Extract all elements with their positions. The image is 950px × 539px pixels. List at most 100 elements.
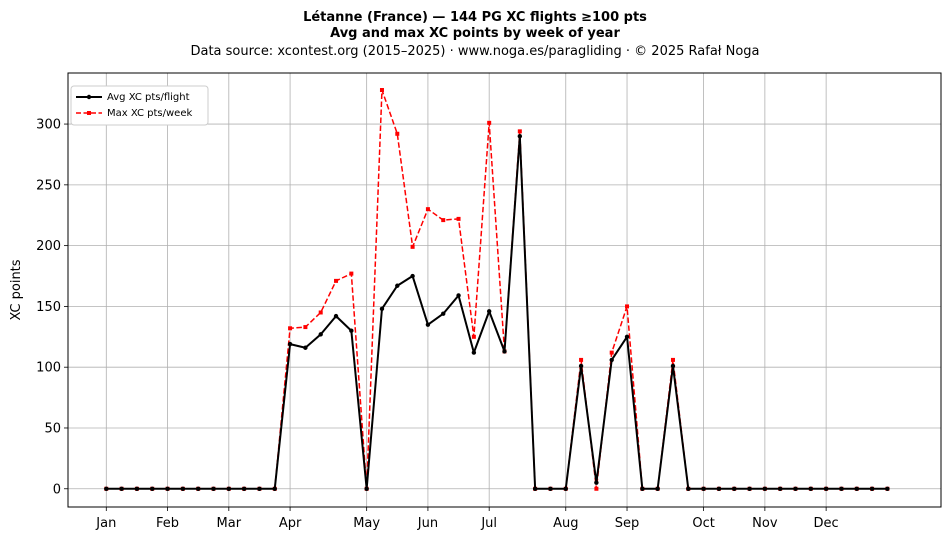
avg-series-point [257, 486, 262, 491]
avg-series-point [195, 486, 201, 491]
avg-series-point [594, 480, 599, 485]
y-tick-label: 50 [44, 421, 61, 436]
grid [68, 73, 941, 507]
y-tick-label: 250 [36, 178, 61, 193]
avg-series-point [686, 486, 691, 491]
avg-series-point [762, 486, 768, 491]
avg-series-point [777, 486, 783, 491]
avg-series-point [701, 486, 706, 491]
max-series-point [594, 486, 599, 491]
avg-series-point [104, 486, 109, 491]
avg-series-point [808, 486, 814, 491]
avg-series-point [165, 486, 170, 491]
x-tick-label: May [353, 516, 380, 531]
max-series-point [303, 325, 308, 330]
max-series-point [456, 216, 461, 221]
avg-series-point [180, 486, 186, 491]
y-tick-label: 300 [36, 118, 61, 133]
avg-series-point [548, 486, 553, 491]
x-tick-label: Feb [156, 516, 179, 531]
x-tick-label: Jan [95, 516, 116, 531]
avg-series-point [425, 322, 431, 327]
legend: Avg XC pts/flight Max XC pts/week [70, 85, 209, 126]
avg-series-point [318, 332, 323, 337]
avg-series-point [578, 363, 584, 369]
x-tick-label: Jul [480, 516, 497, 531]
avg-series-point [349, 328, 354, 333]
avg-series-point [854, 486, 859, 491]
max-series-point [487, 120, 492, 125]
avg-series-point [226, 486, 232, 491]
max-series-point [410, 244, 415, 249]
series-layer [104, 88, 890, 491]
avg-series-point [563, 486, 568, 491]
y-axis: 0 50 100 150 200 250 300 [36, 118, 68, 497]
avg-series-point [885, 486, 890, 491]
legend-max-marker [87, 111, 91, 115]
legend-avg-label: Avg XC pts/flight [107, 92, 190, 103]
plot-frame [67, 72, 942, 508]
y-axis-label: XC points [9, 259, 24, 320]
chart-subtitle: Avg and max XC points by week of year [330, 26, 620, 41]
x-tick-label: Sep [615, 516, 640, 531]
x-tick-label: Jun [417, 516, 438, 531]
y-tick-label: 100 [36, 361, 61, 376]
avg-series-point [747, 486, 752, 491]
max-series-point [334, 278, 339, 283]
x-tick-label: Oct [692, 516, 714, 531]
avg-series-point [364, 486, 369, 491]
avg-series-point [333, 313, 339, 319]
max-series-point [288, 326, 293, 331]
x-tick-label: Apr [279, 516, 302, 531]
y-tick-label: 150 [36, 300, 61, 315]
avg-series-point [211, 486, 216, 491]
x-tick-label: Dec [814, 516, 839, 531]
avg-series-point [655, 486, 660, 491]
max-series-point [425, 207, 430, 212]
avg-series-point [150, 486, 155, 491]
chart-title: Létanne (France) — 144 PG XC flights ≥10… [303, 10, 647, 25]
y-tick-label: 200 [36, 239, 61, 254]
avg-series-point [532, 486, 538, 491]
legend-max-label: Max XC pts/week [107, 108, 192, 119]
avg-series-point [640, 486, 645, 491]
avg-series-point [609, 357, 614, 363]
avg-series-point [716, 486, 722, 491]
avg-series-point [287, 341, 293, 347]
avg-series-point [624, 334, 630, 340]
avg-series-point [119, 486, 124, 491]
max-series-point [471, 334, 476, 339]
avg-series-point [839, 486, 844, 491]
chart-source-line: Data source: xcontest.org (2015–2025) · … [190, 44, 759, 59]
avg-series-point [823, 486, 829, 491]
avg-series-point [670, 363, 676, 369]
avg-series-point [456, 293, 461, 298]
max-series-point [349, 271, 354, 276]
avg-series-point [379, 306, 385, 312]
max-series-point [517, 129, 522, 134]
avg-series-point [241, 486, 247, 491]
avg-series-point [410, 273, 415, 279]
avg-series-point [517, 134, 523, 139]
avg-series-point [395, 283, 400, 288]
avg-series-point [486, 309, 492, 314]
avg-series-point [732, 486, 737, 491]
avg-series-point [471, 350, 477, 355]
x-tick-label: Mar [217, 516, 242, 531]
max-series-point [609, 350, 614, 355]
avg-series-point [303, 345, 308, 350]
legend-avg-marker [86, 94, 92, 100]
y-tick-label: 0 [53, 482, 61, 497]
max-series-point [625, 304, 630, 309]
x-tick-label: Aug [553, 516, 578, 531]
max-series-line [106, 89, 888, 490]
max-series-point [395, 131, 400, 136]
avg-series-line [106, 135, 888, 490]
avg-series-point [272, 486, 277, 491]
x-tick-label: Nov [752, 516, 778, 531]
avg-series-point [793, 486, 798, 491]
max-series-point [579, 357, 584, 362]
max-series-point [441, 218, 446, 223]
max-series-point [318, 310, 323, 315]
